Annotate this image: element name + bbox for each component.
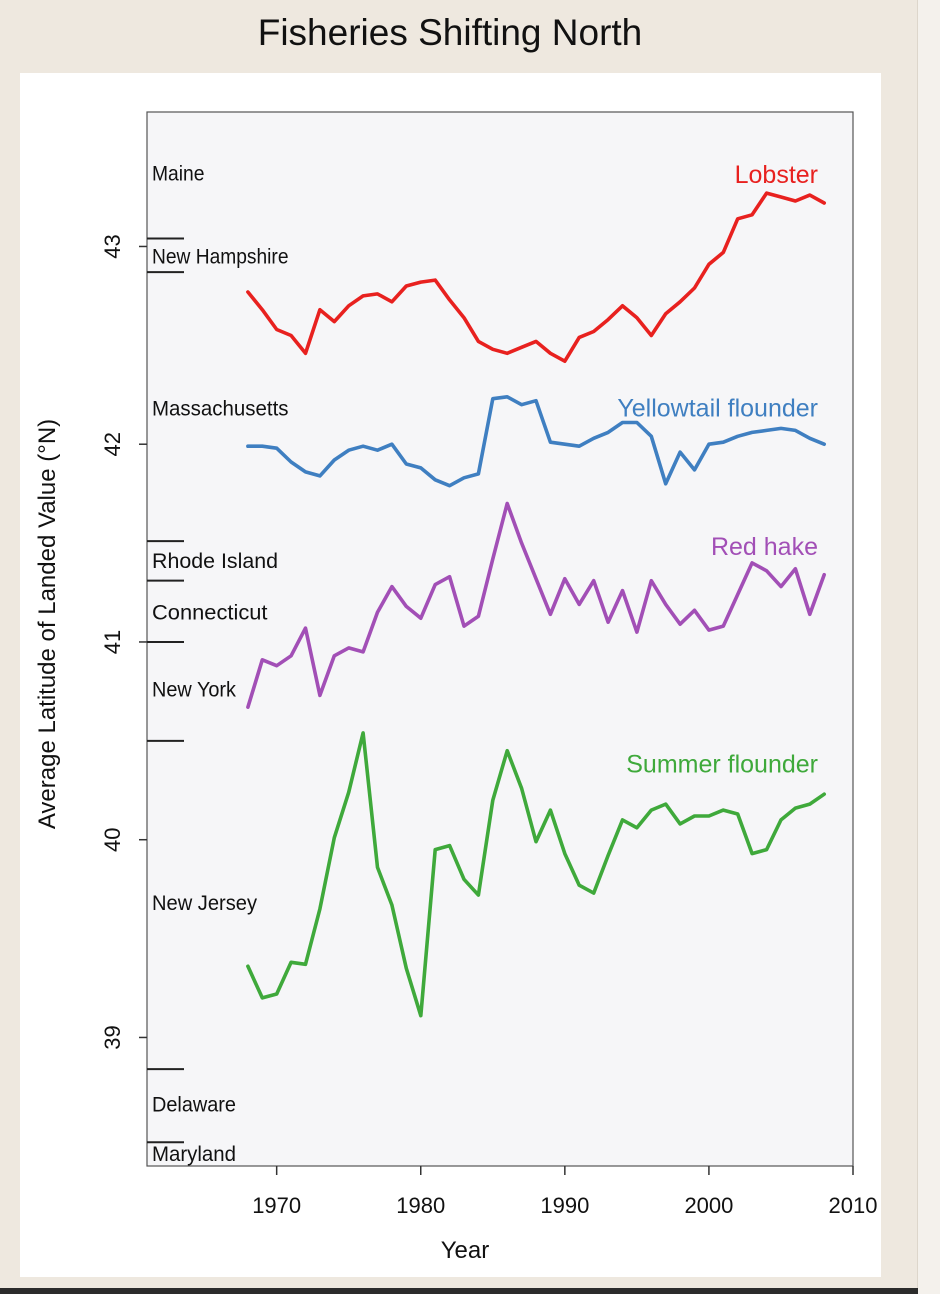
- line-chart: 1970 1980 1990 2000 2010 39 40 41 42 43 Year Averag…: [34, 111, 877, 1264]
- y-tick-label: 39: [100, 1025, 125, 1049]
- y-axis-title: Average Latitude of Landed Value (°N): [34, 419, 61, 829]
- chart-title: Fisheries Shifting North: [257, 12, 643, 53]
- x-tick-label: 2010: [829, 1193, 878, 1218]
- state-label: Delaware: [152, 1094, 236, 1117]
- series-label-summer-flounder: Summer flounder: [626, 750, 818, 778]
- y-tick-label: 41: [100, 630, 125, 654]
- x-tick-label: 2000: [684, 1193, 733, 1218]
- series-lines: [246, 191, 827, 1018]
- state-label: New York: [152, 678, 236, 701]
- state-label: Maine: [152, 162, 205, 185]
- series-labels: Lobster Yellowtail flounder Red hake Summer…: [617, 161, 818, 778]
- series-line-yellowtail-flounder: [246, 394, 827, 488]
- series-label-lobster: Lobster: [735, 161, 818, 189]
- state-label: New Jersey: [152, 892, 257, 915]
- right-scrollbar[interactable]: [917, 0, 940, 1294]
- state-labels: Maine New Hampshire Massachusetts Rhode Isl…: [147, 162, 289, 1166]
- x-axis-title: Year: [441, 1237, 490, 1264]
- x-tick-label: 1970: [252, 1193, 301, 1218]
- axes: 1970 1980 1990 2000 2010 39 40 41 42 43 Year Averag…: [34, 234, 877, 1264]
- plot-area: [146, 111, 854, 1167]
- state-label: Rhode Island: [152, 550, 278, 573]
- series-line-lobster: [246, 191, 827, 364]
- series-line-red-hake: [246, 501, 827, 710]
- bottom-bar: [0, 1288, 918, 1294]
- series-label-red-hake: Red hake: [711, 533, 818, 561]
- y-tick-label: 42: [100, 432, 125, 456]
- x-tick-label: 1990: [540, 1193, 589, 1218]
- y-tick-label: 43: [100, 234, 125, 258]
- series-line-summer-flounder: [246, 731, 827, 1018]
- state-label: New Hampshire: [152, 245, 289, 268]
- state-label: Connecticut: [152, 601, 268, 624]
- series-label-yellowtail-flounder: Yellowtail flounder: [617, 395, 818, 423]
- x-tick-label: 1980: [396, 1193, 445, 1218]
- state-label: Maryland: [152, 1143, 236, 1166]
- state-label: Massachusetts: [152, 398, 289, 421]
- y-tick-label: 40: [100, 827, 125, 851]
